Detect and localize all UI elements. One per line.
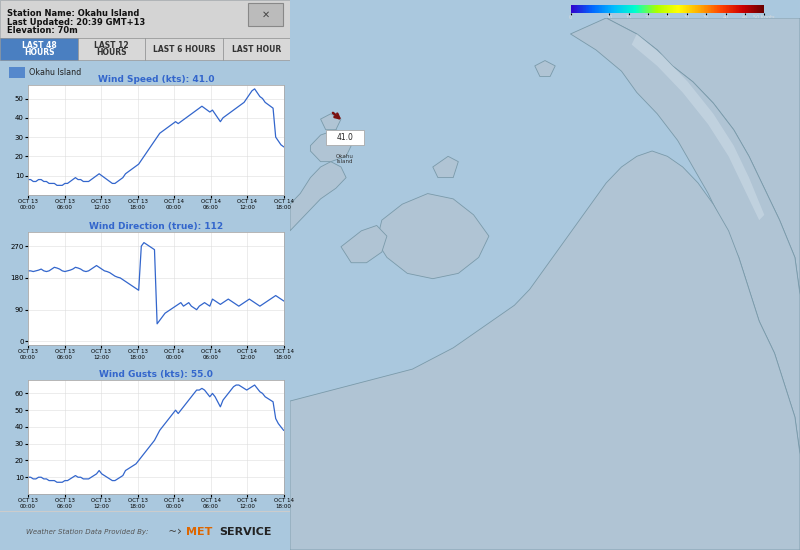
Text: Station Name: Okahu Island: Station Name: Okahu Island [7,9,140,18]
Title: Wind Gusts (kts): 55.0: Wind Gusts (kts): 55.0 [99,370,213,379]
Text: Weather Station Data Provided By:: Weather Station Data Provided By: [26,529,148,535]
Text: 41.0: 41.0 [336,133,354,142]
Text: LAST 12: LAST 12 [94,41,129,50]
Text: MET: MET [186,526,212,536]
Title: Wind Direction (true): 112: Wind Direction (true): 112 [89,222,223,231]
Text: SERVICE: SERVICE [219,526,271,536]
Bar [9,67,25,78]
Bar [0,38,78,60]
Text: LAST 6 HOURS: LAST 6 HOURS [153,45,215,53]
Text: LAST HOUR: LAST HOUR [232,45,282,53]
Text: Last Updated: 20:39 GMT+13: Last Updated: 20:39 GMT+13 [7,18,146,26]
Text: Elevation: 70m: Elevation: 70m [7,26,78,35]
Bar [223,38,290,60]
Bar [145,38,223,60]
Text: Okahu Island: Okahu Island [29,68,82,77]
Text: LAST 48: LAST 48 [22,41,57,50]
Text: HOURS: HOURS [97,48,127,57]
Text: ✕: ✕ [262,10,270,20]
Text: ~›: ~› [168,525,183,538]
Text: HOURS: HOURS [24,48,54,57]
Bar [0,0,290,38]
Bar [326,130,364,145]
Title: Wind Speed (kts): 41.0: Wind Speed (kts): 41.0 [98,75,214,84]
Bar [78,38,145,60]
Bar [248,3,282,26]
Text: Okahu
Island: Okahu Island [336,153,354,164]
